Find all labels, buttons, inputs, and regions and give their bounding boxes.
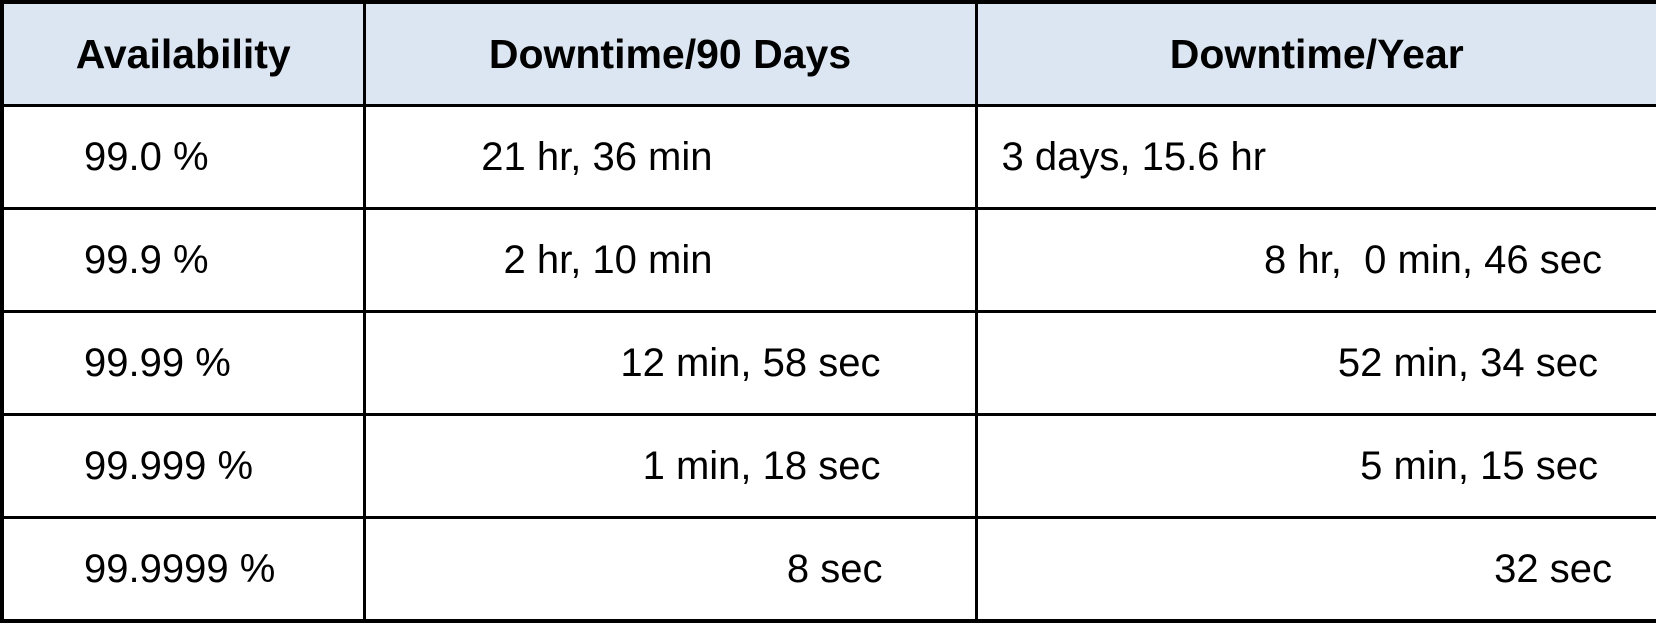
column-header-availability: Availability	[0, 0, 366, 107]
downtime-90-days-cell: 1 min, 18 sec	[362, 413, 978, 519]
availability-cell: 99.0 %	[0, 104, 366, 210]
table-row: 99.999 % 1 min, 18 sec 5 min, 15 sec	[0, 413, 1656, 519]
downtime-year-cell: 8 hr, 0 min, 46 sec	[974, 207, 1656, 313]
table-header: Availability Downtime/90 Days Downtime/Y…	[0, 0, 1656, 107]
downtime-90-days-cell: 21 hr, 36 min	[362, 104, 978, 210]
downtime-year-cell: 5 min, 15 sec	[974, 413, 1656, 519]
downtime-year-cell: 32 sec	[974, 516, 1656, 623]
column-header-downtime-year: Downtime/Year	[974, 0, 1656, 107]
downtime-90-days-cell: 8 sec	[362, 516, 978, 623]
availability-cell: 99.9999 %	[0, 516, 366, 623]
availability-cell: 99.9 %	[0, 207, 366, 313]
table-row: 99.9999 % 8 sec 32 sec	[0, 516, 1656, 623]
downtime-year-cell: 52 min, 34 sec	[974, 310, 1656, 416]
table-row: 99.0 % 21 hr, 36 min 3 days, 15.6 hr	[0, 104, 1656, 210]
column-header-downtime-90-days: Downtime/90 Days	[362, 0, 978, 107]
availability-cell: 99.99 %	[0, 310, 366, 416]
downtime-year-cell: 3 days, 15.6 hr	[974, 104, 1656, 210]
table-row: 99.99 % 12 min, 58 sec 52 min, 34 sec	[0, 310, 1656, 416]
availability-cell: 99.999 %	[0, 413, 366, 519]
table-row: 99.9 % 2 hr, 10 min 8 hr, 0 min, 46 sec	[0, 207, 1656, 313]
downtime-90-days-cell: 2 hr, 10 min	[362, 207, 978, 313]
header-row: Availability Downtime/90 Days Downtime/Y…	[0, 0, 1656, 107]
downtime-90-days-cell: 12 min, 58 sec	[362, 310, 978, 416]
table-body: 99.0 % 21 hr, 36 min 3 days, 15.6 hr 99.…	[0, 104, 1656, 623]
